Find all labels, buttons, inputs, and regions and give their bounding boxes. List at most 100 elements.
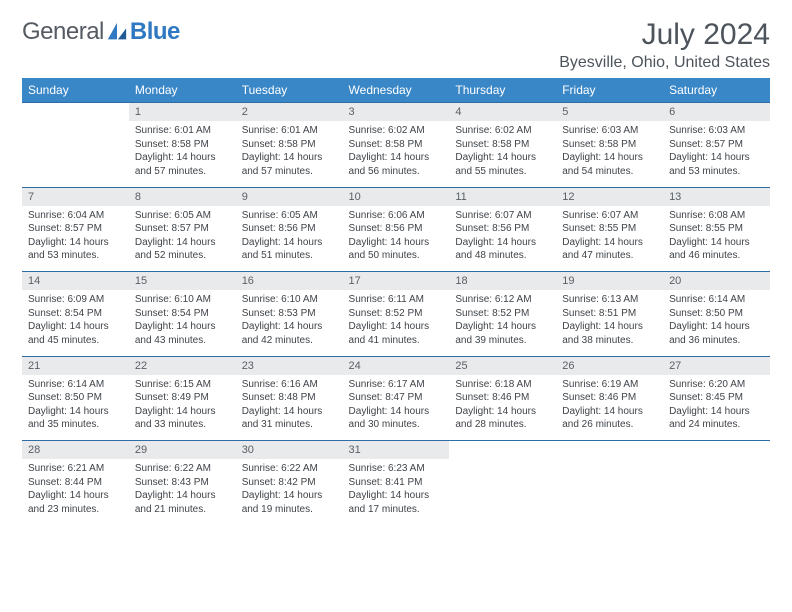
sunset-line: Sunset: 8:50 PM <box>28 391 123 405</box>
day-number-cell: 18 <box>449 272 556 291</box>
day-content-row: Sunrise: 6:04 AMSunset: 8:57 PMDaylight:… <box>22 206 770 272</box>
day-content-cell: Sunrise: 6:13 AMSunset: 8:51 PMDaylight:… <box>556 290 663 356</box>
sunset-line: Sunset: 8:55 PM <box>562 222 657 236</box>
sunrise-line: Sunrise: 6:05 AM <box>135 209 230 223</box>
day-content-cell: Sunrise: 6:18 AMSunset: 8:46 PMDaylight:… <box>449 375 556 441</box>
sunrise-line: Sunrise: 6:11 AM <box>349 293 444 307</box>
day-number-cell: 31 <box>343 441 450 460</box>
daylight-line: Daylight: 14 hours and 53 minutes. <box>669 151 764 178</box>
weekday-header: Monday <box>129 78 236 103</box>
day-content-row: Sunrise: 6:21 AMSunset: 8:44 PMDaylight:… <box>22 459 770 525</box>
sunrise-line: Sunrise: 6:22 AM <box>135 462 230 476</box>
daylight-line: Daylight: 14 hours and 23 minutes. <box>28 489 123 516</box>
month-title: July 2024 <box>559 18 770 52</box>
daylight-line: Daylight: 14 hours and 46 minutes. <box>669 236 764 263</box>
sunrise-line: Sunrise: 6:02 AM <box>455 124 550 138</box>
location-text: Byesville, Ohio, United States <box>559 54 770 72</box>
day-content-cell: Sunrise: 6:19 AMSunset: 8:46 PMDaylight:… <box>556 375 663 441</box>
day-content-cell: Sunrise: 6:01 AMSunset: 8:58 PMDaylight:… <box>236 121 343 187</box>
logo: General Blue <box>22 18 180 46</box>
day-number-cell: 17 <box>343 272 450 291</box>
sunrise-line: Sunrise: 6:03 AM <box>562 124 657 138</box>
day-content-cell: Sunrise: 6:16 AMSunset: 8:48 PMDaylight:… <box>236 375 343 441</box>
title-block: July 2024 Byesville, Ohio, United States <box>559 18 770 72</box>
day-number-cell: 29 <box>129 441 236 460</box>
day-number-cell: 30 <box>236 441 343 460</box>
day-number-cell <box>22 103 129 122</box>
weekday-header: Sunday <box>22 78 129 103</box>
daylight-line: Daylight: 14 hours and 41 minutes. <box>349 320 444 347</box>
day-content-cell: Sunrise: 6:10 AMSunset: 8:54 PMDaylight:… <box>129 290 236 356</box>
sunrise-line: Sunrise: 6:19 AM <box>562 378 657 392</box>
day-content-cell: Sunrise: 6:03 AMSunset: 8:57 PMDaylight:… <box>663 121 770 187</box>
day-number-cell <box>556 441 663 460</box>
day-content-cell: Sunrise: 6:14 AMSunset: 8:50 PMDaylight:… <box>663 290 770 356</box>
day-number-cell: 4 <box>449 103 556 122</box>
day-number-cell: 1 <box>129 103 236 122</box>
day-content-cell <box>556 459 663 525</box>
day-number-cell: 15 <box>129 272 236 291</box>
sunrise-line: Sunrise: 6:20 AM <box>669 378 764 392</box>
sunrise-line: Sunrise: 6:08 AM <box>669 209 764 223</box>
day-content-cell: Sunrise: 6:21 AMSunset: 8:44 PMDaylight:… <box>22 459 129 525</box>
day-content-cell: Sunrise: 6:09 AMSunset: 8:54 PMDaylight:… <box>22 290 129 356</box>
sunrise-line: Sunrise: 6:21 AM <box>28 462 123 476</box>
sunset-line: Sunset: 8:49 PM <box>135 391 230 405</box>
day-content-cell: Sunrise: 6:04 AMSunset: 8:57 PMDaylight:… <box>22 206 129 272</box>
daylight-line: Daylight: 14 hours and 57 minutes. <box>242 151 337 178</box>
sunrise-line: Sunrise: 6:15 AM <box>135 378 230 392</box>
daylight-line: Daylight: 14 hours and 51 minutes. <box>242 236 337 263</box>
daylight-line: Daylight: 14 hours and 33 minutes. <box>135 405 230 432</box>
sunrise-line: Sunrise: 6:02 AM <box>349 124 444 138</box>
sunrise-line: Sunrise: 6:17 AM <box>349 378 444 392</box>
daylight-line: Daylight: 14 hours and 17 minutes. <box>349 489 444 516</box>
day-number-cell: 16 <box>236 272 343 291</box>
day-content-cell: Sunrise: 6:22 AMSunset: 8:43 PMDaylight:… <box>129 459 236 525</box>
sunset-line: Sunset: 8:54 PM <box>135 307 230 321</box>
day-content-cell: Sunrise: 6:10 AMSunset: 8:53 PMDaylight:… <box>236 290 343 356</box>
sunset-line: Sunset: 8:56 PM <box>455 222 550 236</box>
sunset-line: Sunset: 8:58 PM <box>135 138 230 152</box>
day-number-row: 123456 <box>22 103 770 122</box>
sunset-line: Sunset: 8:50 PM <box>669 307 764 321</box>
sunrise-line: Sunrise: 6:01 AM <box>135 124 230 138</box>
sunrise-line: Sunrise: 6:10 AM <box>135 293 230 307</box>
daylight-line: Daylight: 14 hours and 48 minutes. <box>455 236 550 263</box>
day-number-cell: 22 <box>129 356 236 375</box>
sunset-line: Sunset: 8:46 PM <box>455 391 550 405</box>
day-content-cell: Sunrise: 6:02 AMSunset: 8:58 PMDaylight:… <box>449 121 556 187</box>
daylight-line: Daylight: 14 hours and 31 minutes. <box>242 405 337 432</box>
weekday-header: Wednesday <box>343 78 450 103</box>
day-content-cell: Sunrise: 6:06 AMSunset: 8:56 PMDaylight:… <box>343 206 450 272</box>
sunrise-line: Sunrise: 6:10 AM <box>242 293 337 307</box>
day-number-cell: 23 <box>236 356 343 375</box>
day-number-cell: 20 <box>663 272 770 291</box>
day-content-cell: Sunrise: 6:03 AMSunset: 8:58 PMDaylight:… <box>556 121 663 187</box>
daylight-line: Daylight: 14 hours and 36 minutes. <box>669 320 764 347</box>
sunset-line: Sunset: 8:46 PM <box>562 391 657 405</box>
day-content-cell: Sunrise: 6:07 AMSunset: 8:55 PMDaylight:… <box>556 206 663 272</box>
daylight-line: Daylight: 14 hours and 55 minutes. <box>455 151 550 178</box>
daylight-line: Daylight: 14 hours and 47 minutes. <box>562 236 657 263</box>
sunrise-line: Sunrise: 6:23 AM <box>349 462 444 476</box>
daylight-line: Daylight: 14 hours and 38 minutes. <box>562 320 657 347</box>
day-number-cell: 3 <box>343 103 450 122</box>
sunrise-line: Sunrise: 6:07 AM <box>562 209 657 223</box>
sunrise-line: Sunrise: 6:14 AM <box>28 378 123 392</box>
sunset-line: Sunset: 8:42 PM <box>242 476 337 490</box>
daylight-line: Daylight: 14 hours and 24 minutes. <box>669 405 764 432</box>
daylight-line: Daylight: 14 hours and 42 minutes. <box>242 320 337 347</box>
day-content-cell: Sunrise: 6:02 AMSunset: 8:58 PMDaylight:… <box>343 121 450 187</box>
daylight-line: Daylight: 14 hours and 57 minutes. <box>135 151 230 178</box>
weekday-header: Tuesday <box>236 78 343 103</box>
sunrise-line: Sunrise: 6:07 AM <box>455 209 550 223</box>
sunset-line: Sunset: 8:41 PM <box>349 476 444 490</box>
day-content-cell: Sunrise: 6:22 AMSunset: 8:42 PMDaylight:… <box>236 459 343 525</box>
sunset-line: Sunset: 8:52 PM <box>455 307 550 321</box>
sunrise-line: Sunrise: 6:04 AM <box>28 209 123 223</box>
day-number-cell: 5 <box>556 103 663 122</box>
logo-text-blue: Blue <box>130 18 180 46</box>
day-content-cell: Sunrise: 6:07 AMSunset: 8:56 PMDaylight:… <box>449 206 556 272</box>
daylight-line: Daylight: 14 hours and 43 minutes. <box>135 320 230 347</box>
sunrise-line: Sunrise: 6:06 AM <box>349 209 444 223</box>
